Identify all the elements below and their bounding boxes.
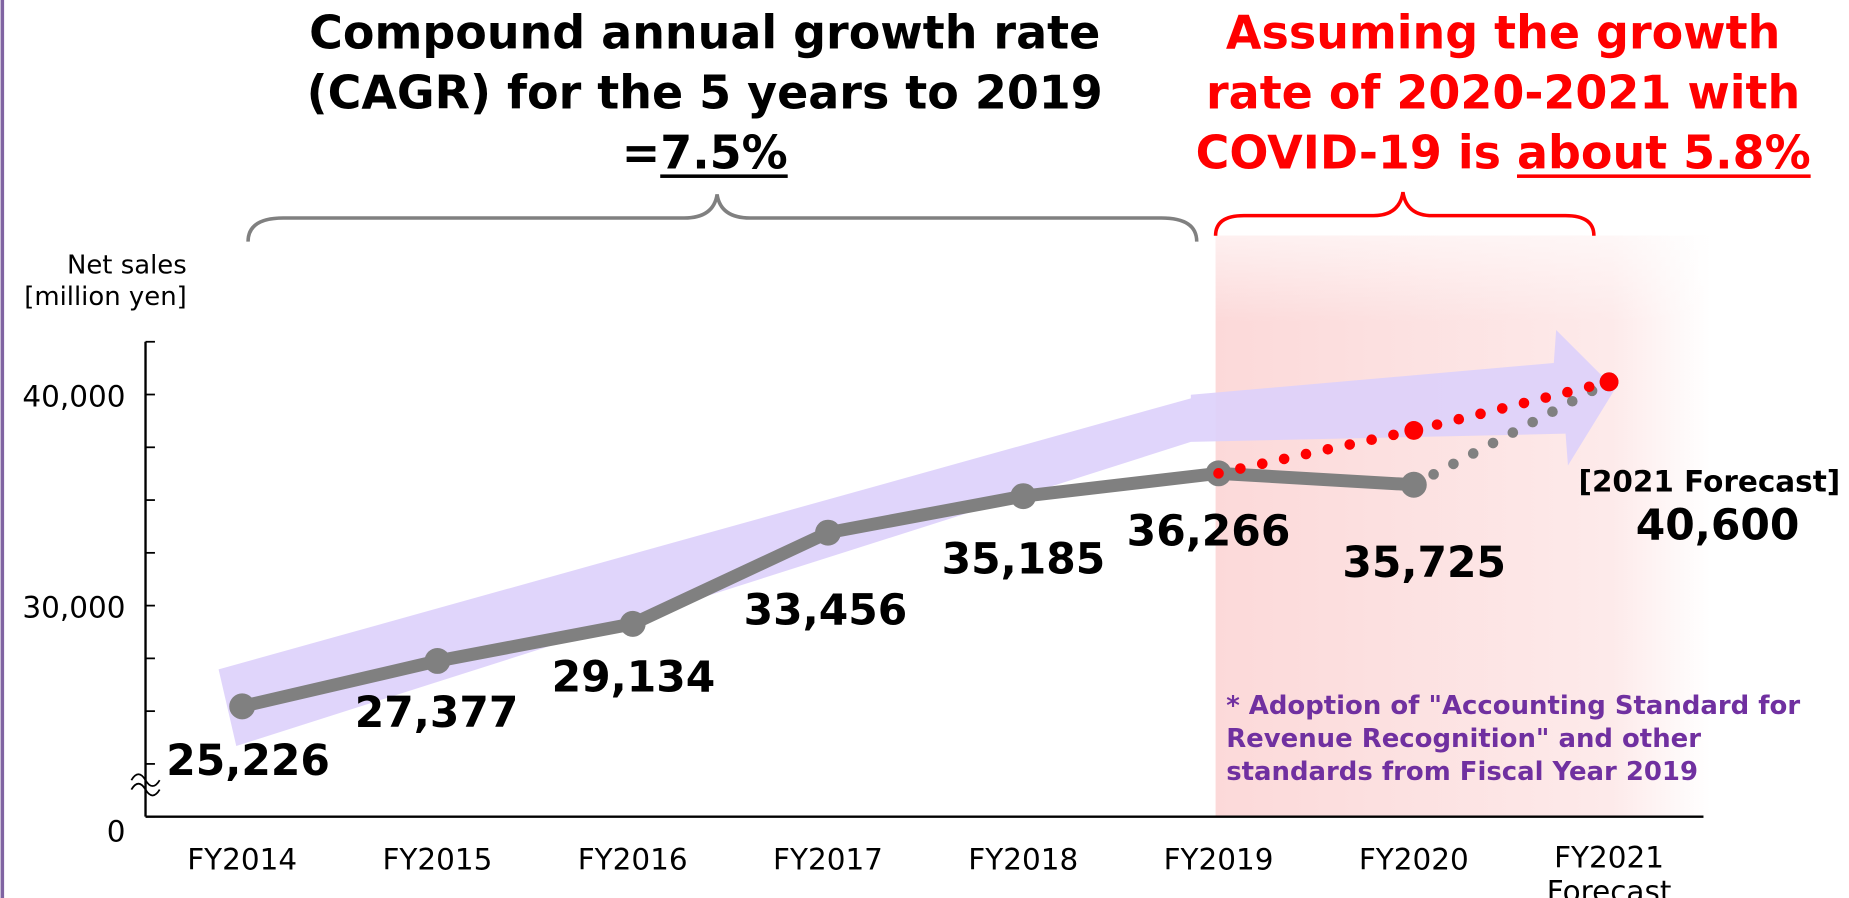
- x-tick-label-text: FY2021 Forecast: [1546, 840, 1672, 898]
- cagr-value: 7.5%: [660, 127, 788, 181]
- y-axis-title-text: Net sales [million yen]: [24, 251, 187, 313]
- covid-zone-fade: [1215, 235, 1711, 817]
- y-axis-title: Net sales [million yen]: [24, 251, 187, 313]
- axis-break: [130, 773, 161, 797]
- dotted-line: [1408, 376, 1615, 491]
- data-label: 33,456: [744, 586, 908, 635]
- x-tick-label: FY2016: [577, 842, 688, 877]
- marker: [229, 693, 256, 720]
- data-label: 27,377: [355, 689, 519, 738]
- x-tick-label: FY2015: [382, 842, 493, 877]
- x-tick-label-text: FY2015: [382, 842, 493, 877]
- x-tick-label: FY2020: [1358, 842, 1469, 877]
- marker: [1010, 483, 1037, 510]
- marker: [1404, 420, 1424, 440]
- x-tick-label-text: FY2017: [773, 842, 883, 877]
- cagr-text: Compound annual growth rate (CAGR) for t…: [306, 7, 1103, 181]
- y-tick-label: 0: [107, 815, 126, 849]
- covid-value: about 5.8%: [1516, 127, 1811, 181]
- x-tick-label: FY2018: [968, 842, 1079, 877]
- marker: [424, 648, 451, 674]
- x-tick-label: FY2014: [187, 842, 298, 877]
- x-tick-label: FY2017: [773, 842, 883, 877]
- x-tick-label-text: FY2019: [1163, 842, 1274, 877]
- x-tick-label-text: FY2020: [1358, 842, 1469, 877]
- footnote: * Adoption of "Accounting Standard for R…: [1226, 691, 1801, 788]
- marker: [619, 610, 646, 637]
- x-tick-label: FY2019: [1163, 842, 1274, 877]
- brace-gray: [246, 194, 1199, 242]
- x-tick-label-text: FY2018: [968, 842, 1079, 877]
- x-tick-label-text: FY2016: [577, 842, 688, 877]
- data-label: 40,600: [1636, 501, 1800, 550]
- marker: [1599, 372, 1619, 392]
- data-label: 35,185: [942, 536, 1106, 585]
- brace-red: [1213, 191, 1596, 236]
- forecast-tag: [2021 Forecast]: [1578, 465, 1840, 499]
- footnote-text: * Adoption of "Accounting Standard for R…: [1226, 691, 1801, 788]
- covid-heading: Assuming the growth rate of 2020-2021 wi…: [1195, 7, 1811, 181]
- cagr-heading: Compound annual growth rate (CAGR) for t…: [306, 7, 1103, 181]
- covid-text: Assuming the growth rate of 2020-2021 wi…: [1195, 7, 1801, 181]
- marker: [815, 519, 841, 546]
- y-tick-label: 30,000: [22, 591, 125, 625]
- x-tick-label-text: FY2014: [187, 842, 298, 877]
- data-label: 25,226: [166, 737, 330, 786]
- x-tick-label: FY2021 Forecast: [1546, 840, 1672, 898]
- data-label: 36,266: [1127, 507, 1291, 556]
- y-tick-label: 40,000: [22, 380, 125, 414]
- data-label: 35,725: [1342, 539, 1506, 588]
- data-label: 29,134: [552, 653, 716, 702]
- trend-arrow: [218, 329, 1616, 746]
- left-strip: [0, 0, 5, 898]
